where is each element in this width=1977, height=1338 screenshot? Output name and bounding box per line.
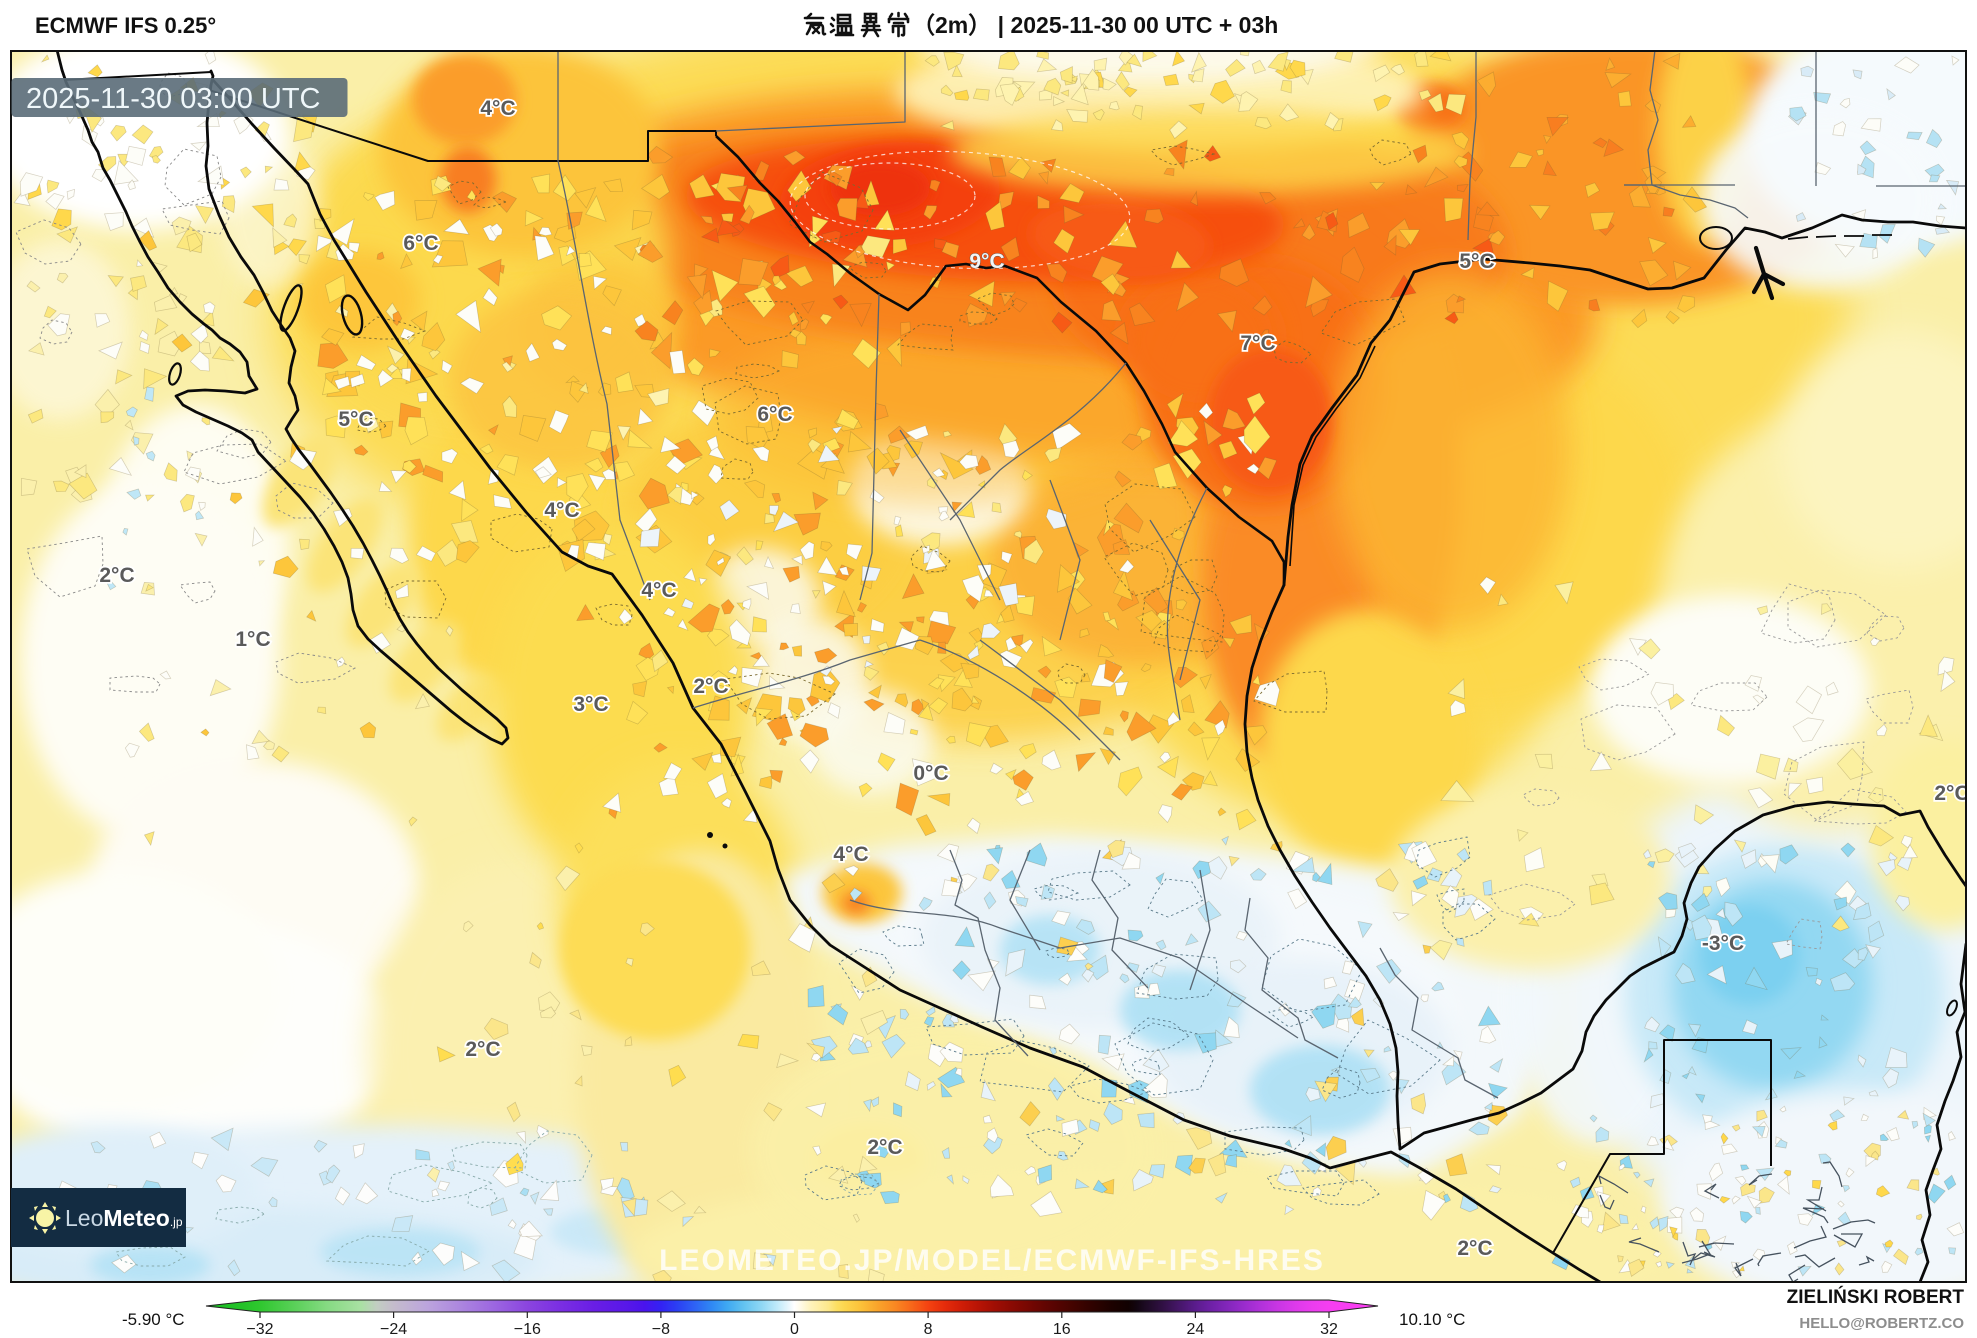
svg-text:-3°C: -3°C: [1702, 932, 1744, 955]
svg-text:7°C: 7°C: [1240, 332, 1275, 355]
svg-text:1°C: 1°C: [235, 628, 270, 651]
svg-text:6°C: 6°C: [757, 403, 792, 426]
svg-text:LEOMETEO.JP/MODEL/ECMWF-IFS-HR: LEOMETEO.JP/MODEL/ECMWF-IFS-HRES: [659, 1244, 1325, 1277]
svg-text:LeoMeteo.jp: LeoMeteo.jp: [65, 1205, 183, 1231]
svg-text:-5.90 °C: -5.90 °C: [122, 1310, 185, 1329]
svg-text:2025-11-30 03:00 UTC: 2025-11-30 03:00 UTC: [26, 83, 320, 115]
svg-text:10.10 °C: 10.10 °C: [1399, 1310, 1465, 1329]
svg-text:5°C: 5°C: [1459, 250, 1494, 273]
svg-text:2°C: 2°C: [693, 675, 728, 698]
svg-text:2°C: 2°C: [465, 1038, 500, 1061]
svg-text:2°C: 2°C: [1934, 782, 1969, 805]
svg-text:ECMWF IFS 0.25°: ECMWF IFS 0.25°: [35, 13, 216, 38]
svg-text:4°C: 4°C: [544, 499, 579, 522]
svg-text:2°C: 2°C: [99, 564, 134, 587]
svg-text:5°C: 5°C: [338, 408, 373, 431]
svg-text:ZIELIŃSKI ROBERT: ZIELIŃSKI ROBERT: [1787, 1286, 1965, 1308]
svg-text:8: 8: [924, 1321, 933, 1338]
svg-text:6°C: 6°C: [403, 232, 438, 255]
svg-text:−16: −16: [514, 1321, 541, 1338]
svg-text:3°C: 3°C: [573, 693, 608, 716]
svg-text:0°C: 0°C: [913, 762, 948, 785]
svg-text:4°C: 4°C: [833, 843, 868, 866]
svg-text:2°C: 2°C: [1457, 1237, 1492, 1260]
svg-text:（2m） | 2025-11-30 00 UTC + 03h: （2m） | 2025-11-30 00 UTC + 03h: [912, 12, 1278, 38]
svg-text:4°C: 4°C: [641, 579, 676, 602]
svg-text:2°C: 2°C: [867, 1136, 902, 1159]
svg-text:0: 0: [790, 1321, 799, 1338]
svg-text:−24: −24: [380, 1321, 407, 1338]
svg-text:9°C: 9°C: [969, 250, 1004, 273]
svg-text:−32: −32: [246, 1321, 273, 1338]
svg-text:4°C: 4°C: [480, 97, 515, 120]
svg-text:16: 16: [1053, 1321, 1071, 1338]
svg-text:−8: −8: [652, 1321, 670, 1338]
svg-text:HELLO@ROBERTZ.CO: HELLO@ROBERTZ.CO: [1799, 1315, 1964, 1332]
svg-text:24: 24: [1187, 1321, 1205, 1338]
svg-text:32: 32: [1320, 1321, 1338, 1338]
